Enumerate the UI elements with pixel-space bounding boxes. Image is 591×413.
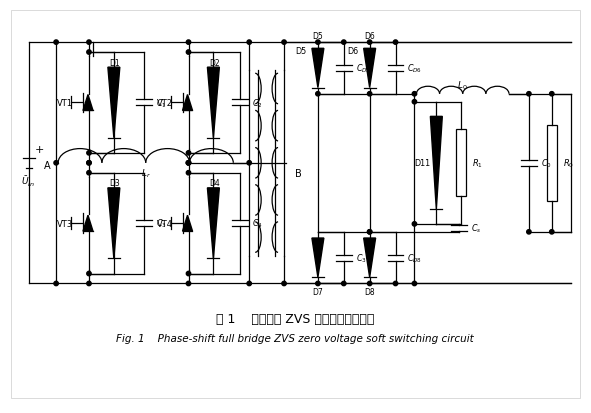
Text: D3: D3: [109, 179, 120, 188]
Circle shape: [368, 230, 372, 235]
Circle shape: [54, 282, 59, 286]
Text: D7: D7: [313, 287, 323, 296]
Text: D1: D1: [109, 59, 120, 68]
Circle shape: [87, 161, 91, 166]
Text: $C_0$: $C_0$: [541, 157, 551, 170]
Circle shape: [186, 161, 191, 166]
Text: $C_s$: $C_s$: [470, 222, 481, 235]
Text: $R_0$: $R_0$: [563, 157, 574, 170]
Circle shape: [282, 282, 286, 286]
Circle shape: [282, 41, 286, 45]
Text: D5: D5: [313, 31, 323, 40]
Circle shape: [316, 41, 320, 45]
Text: $C_2$: $C_2$: [252, 97, 263, 109]
Text: D11: D11: [414, 159, 430, 168]
Circle shape: [186, 171, 191, 176]
Text: VT3: VT3: [57, 219, 73, 228]
Text: D6: D6: [348, 47, 359, 56]
Circle shape: [186, 161, 191, 166]
Circle shape: [316, 282, 320, 286]
Bar: [456, 130, 466, 197]
Text: +: +: [34, 145, 44, 154]
Text: VT2: VT2: [157, 99, 173, 108]
Circle shape: [186, 51, 191, 55]
Text: 图 1    移相全桥 ZVS 零电压软开关电路: 图 1 移相全桥 ZVS 零电压软开关电路: [216, 312, 374, 325]
Polygon shape: [108, 68, 120, 138]
Text: D2: D2: [209, 59, 220, 68]
Polygon shape: [430, 117, 442, 210]
Circle shape: [413, 93, 417, 97]
Text: D8: D8: [364, 287, 375, 296]
Text: VT1: VT1: [57, 99, 73, 108]
Circle shape: [368, 41, 372, 45]
Circle shape: [247, 161, 251, 166]
Circle shape: [413, 100, 417, 104]
Circle shape: [186, 151, 191, 156]
Circle shape: [550, 93, 554, 97]
Circle shape: [54, 161, 59, 166]
Text: $L_0$: $L_0$: [457, 79, 468, 92]
Circle shape: [247, 282, 251, 286]
Text: VT4: VT4: [157, 219, 173, 228]
Circle shape: [368, 282, 372, 286]
Circle shape: [186, 41, 191, 45]
Text: $L_r$: $L_r$: [141, 167, 151, 180]
Circle shape: [186, 272, 191, 276]
Text: $C_3$: $C_3$: [155, 217, 167, 230]
Circle shape: [527, 230, 531, 235]
Polygon shape: [83, 216, 93, 232]
Circle shape: [87, 151, 91, 156]
Circle shape: [247, 41, 251, 45]
Text: $C_{D6}$: $C_{D6}$: [407, 62, 423, 75]
Text: $C_{D5}$: $C_{D5}$: [356, 62, 371, 75]
Circle shape: [342, 41, 346, 45]
Circle shape: [186, 161, 191, 166]
Text: D5: D5: [296, 47, 307, 56]
Circle shape: [394, 282, 398, 286]
Circle shape: [394, 41, 398, 45]
Circle shape: [342, 282, 346, 286]
Circle shape: [413, 282, 417, 286]
Text: $C_1$: $C_1$: [155, 97, 166, 109]
Text: $C_{37}$: $C_{37}$: [356, 252, 370, 264]
Circle shape: [413, 222, 417, 226]
Text: D6: D6: [364, 31, 375, 40]
Circle shape: [87, 272, 91, 276]
Circle shape: [87, 161, 91, 166]
Polygon shape: [83, 95, 93, 111]
Circle shape: [54, 41, 59, 45]
Text: A: A: [44, 160, 50, 171]
Circle shape: [87, 41, 91, 45]
Polygon shape: [183, 95, 193, 111]
Text: $\bar{U}_{in}$: $\bar{U}_{in}$: [21, 174, 35, 188]
Text: Fig. 1    Phase-shift full bridge ZVS zero voltage soft switching circuit: Fig. 1 Phase-shift full bridge ZVS zero …: [116, 333, 474, 343]
Circle shape: [368, 93, 372, 97]
Circle shape: [87, 282, 91, 286]
Circle shape: [550, 230, 554, 235]
Text: $C_4$: $C_4$: [252, 217, 263, 230]
Polygon shape: [108, 188, 120, 259]
Circle shape: [186, 282, 191, 286]
Text: $C_{D8}$: $C_{D8}$: [407, 252, 423, 264]
Polygon shape: [312, 238, 324, 278]
Circle shape: [316, 93, 320, 97]
Polygon shape: [312, 49, 324, 88]
Polygon shape: [363, 49, 376, 88]
Bar: [547, 126, 557, 201]
Text: D4: D4: [209, 179, 220, 188]
Circle shape: [87, 171, 91, 176]
Circle shape: [87, 51, 91, 55]
Polygon shape: [363, 238, 376, 278]
Circle shape: [368, 230, 372, 235]
Text: B: B: [294, 169, 301, 178]
Text: $R_1$: $R_1$: [472, 157, 483, 170]
Polygon shape: [183, 216, 193, 232]
Polygon shape: [207, 68, 219, 138]
Circle shape: [527, 93, 531, 97]
Polygon shape: [207, 188, 219, 259]
